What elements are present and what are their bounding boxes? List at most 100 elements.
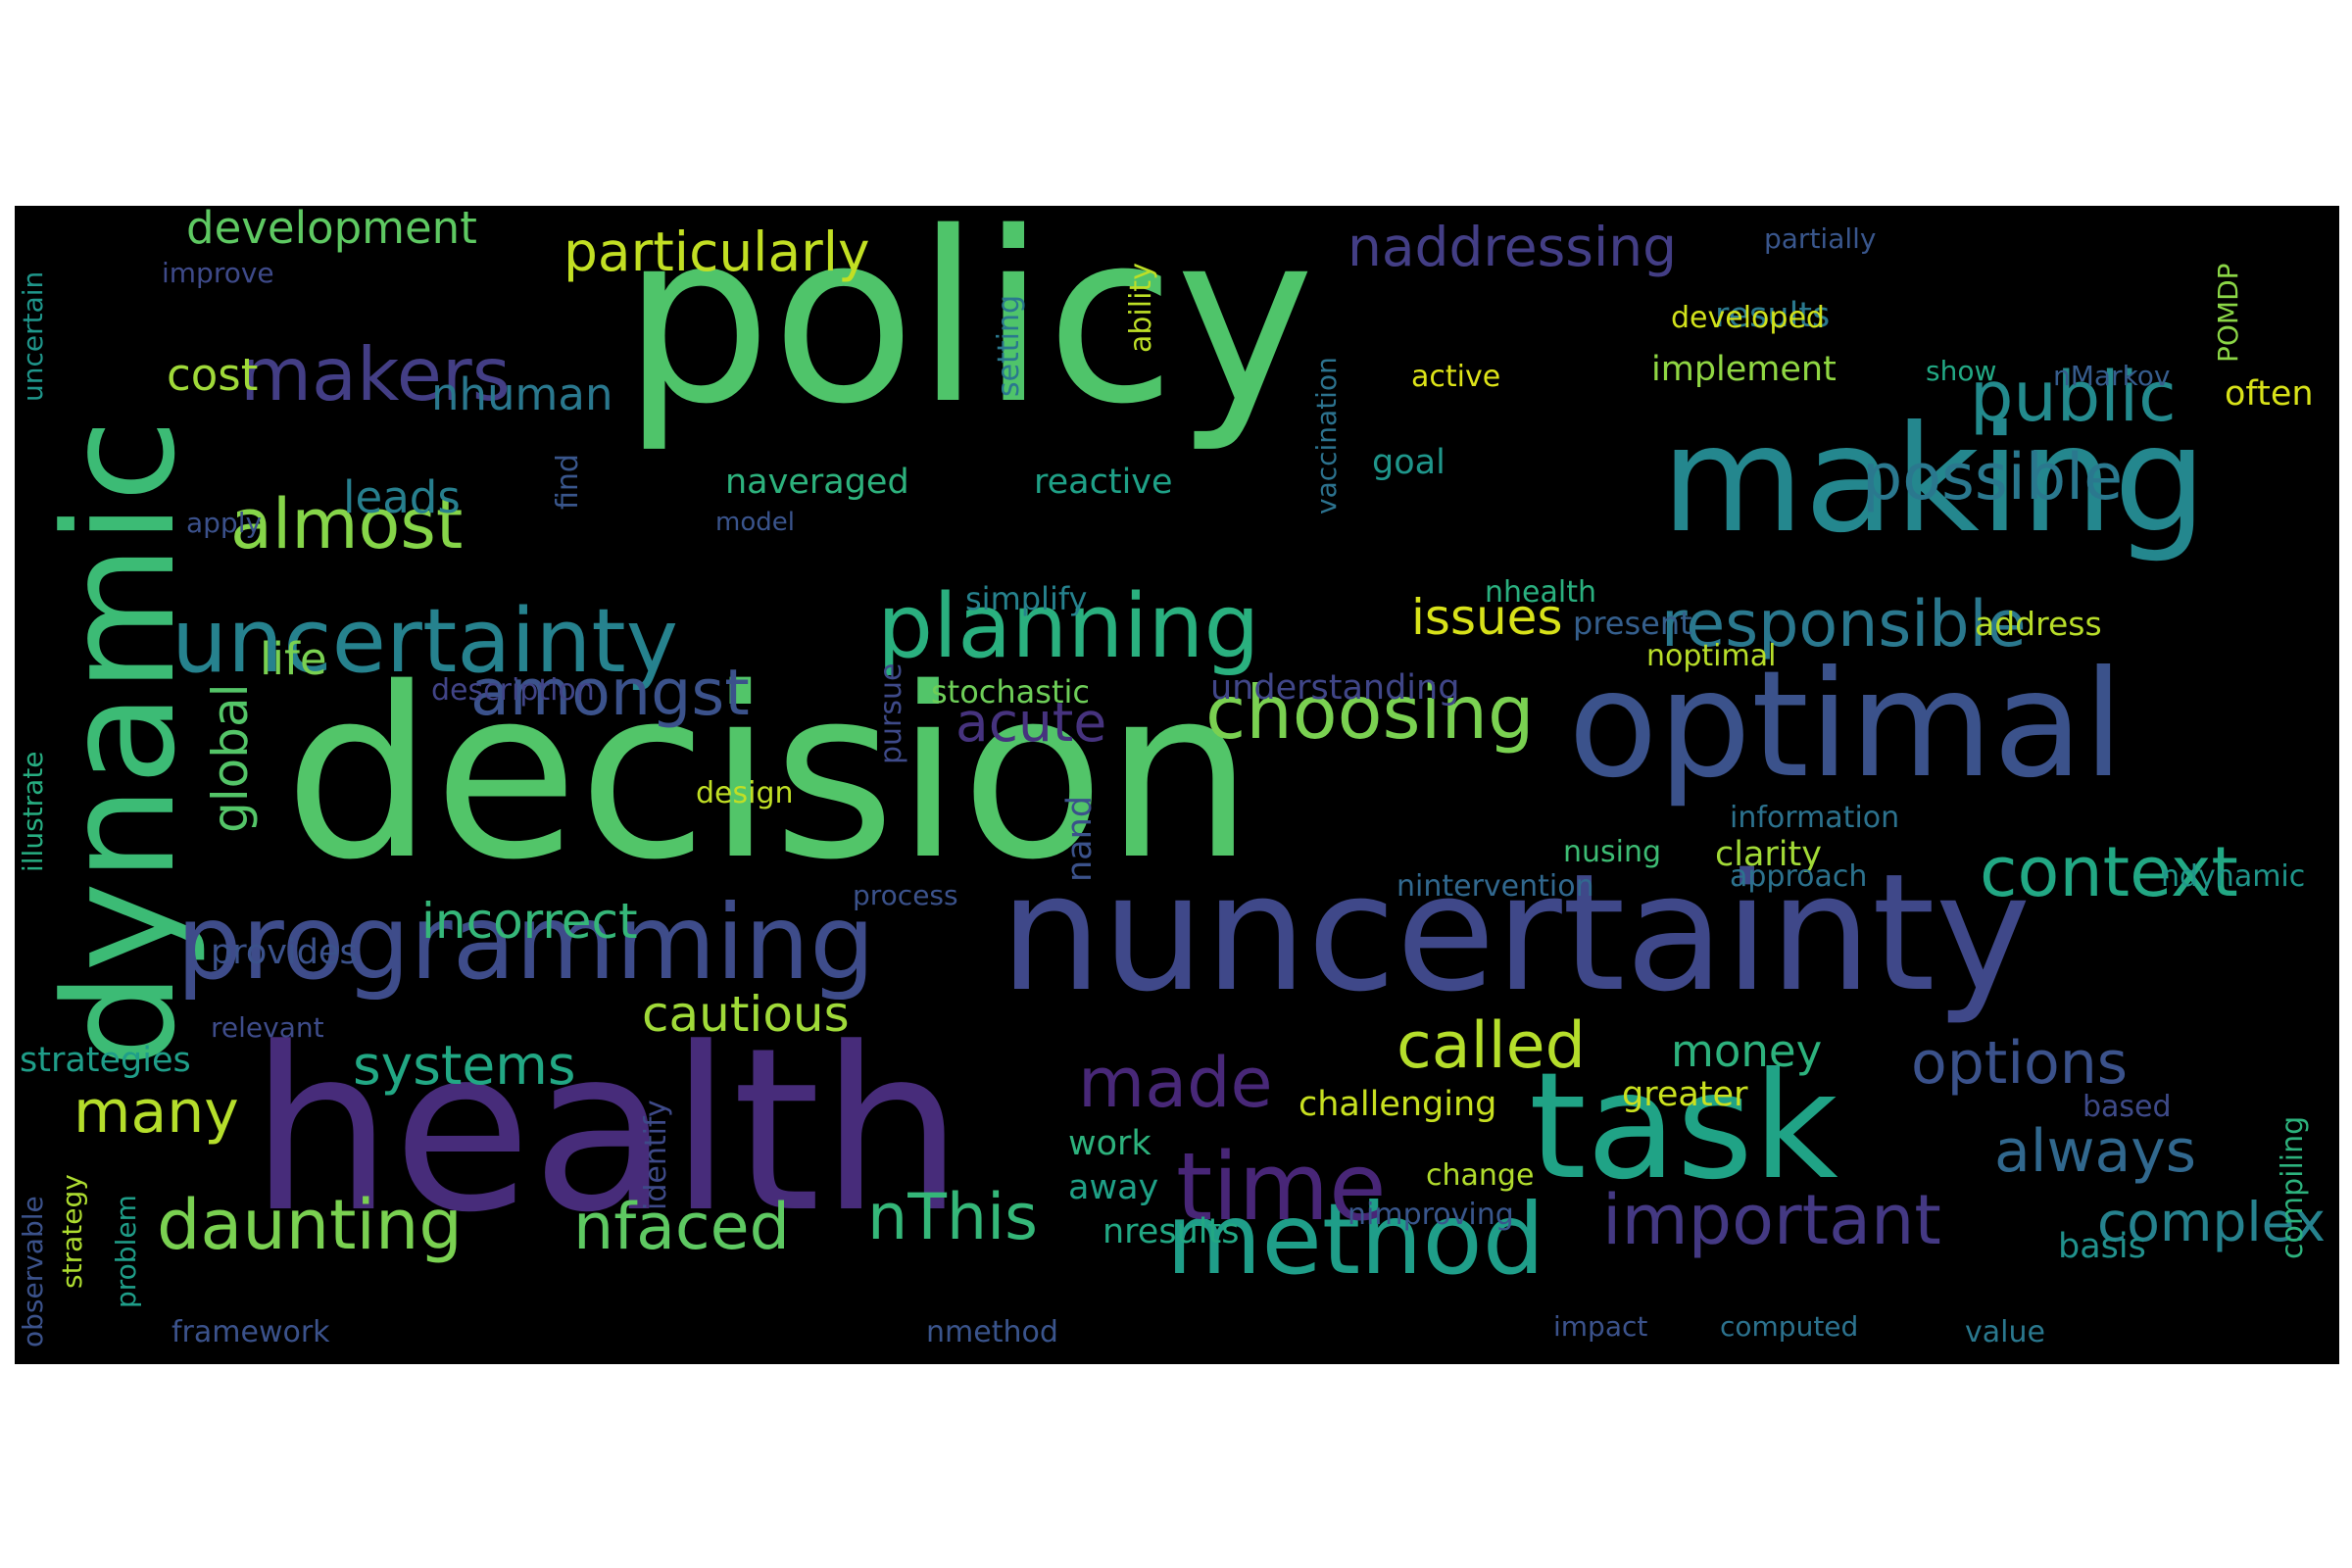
word-greater: greater [1622, 1075, 1748, 1114]
word-approach: approach [1730, 859, 1868, 894]
word-cost: cost [167, 349, 259, 401]
word-naddressing: naddressing [1348, 216, 1677, 278]
word-responsible: responsible [1661, 588, 2027, 662]
word-makers: makers [240, 331, 511, 417]
word-relevant: relevant [211, 1011, 324, 1044]
word-design: design [696, 776, 794, 810]
word-compiling: compiling [2276, 1115, 2310, 1259]
word-choosing: choosing [1205, 669, 1535, 756]
word-always: always [1994, 1117, 2197, 1186]
word-nthis: nThis [867, 1181, 1039, 1254]
word-context: context [1980, 832, 2238, 912]
word-noptimal: noptimal [1646, 639, 1777, 673]
word-method: method [1166, 1182, 1545, 1297]
word-strategy: strategy [56, 1174, 88, 1289]
word-developed: developed [1671, 301, 1825, 335]
word-present: present [1573, 605, 1692, 642]
word-basis: basis [2058, 1227, 2146, 1266]
word-nmethod: nmethod [926, 1315, 1058, 1349]
word-pomdp: POMDP [2212, 263, 2244, 363]
word-options: options [1911, 1029, 2128, 1098]
word-nresults: nresults [1102, 1212, 1240, 1251]
word-important: important [1602, 1180, 1941, 1260]
word-ability: ability [1124, 263, 1158, 353]
word-improve: improve [162, 257, 274, 289]
word-global: global [202, 683, 259, 834]
word-setting: setting [992, 294, 1026, 397]
word-nhuman: nhuman [431, 368, 613, 420]
word-away: away [1068, 1168, 1159, 1207]
word-policy: policy [622, 206, 1315, 456]
word-implement: implement [1651, 350, 1837, 389]
word-systems: systems [353, 1034, 576, 1097]
word-illustrate: illustrate [17, 751, 49, 872]
word-time: time [1176, 1134, 1387, 1242]
word-impact: impact [1553, 1310, 1648, 1343]
word-planning: planning [877, 575, 1260, 678]
word-possible: possible [1862, 441, 2124, 514]
word-nusing: nusing [1563, 835, 1662, 869]
word-naveraged: naveraged [725, 463, 909, 502]
word-challenging: challenging [1298, 1085, 1497, 1124]
word-vaccination: vaccination [1310, 357, 1343, 514]
word-ndynamic: ndynamic [2161, 859, 2306, 894]
word-decision: decision [284, 637, 1254, 911]
word-nintervention: nintervention [1396, 869, 1594, 904]
word-work: work [1068, 1124, 1152, 1163]
word-nfaced: nfaced [573, 1191, 790, 1264]
word-identify: identify [639, 1100, 673, 1210]
word-dynamic: dynamic [31, 418, 209, 1068]
word-making: making [1661, 395, 2207, 565]
word-model: model [715, 508, 795, 537]
word-cautious: cautious [642, 986, 850, 1043]
word-value: value [1965, 1315, 2045, 1349]
word-results: results [1715, 296, 1831, 335]
word-made: made [1078, 1043, 1273, 1123]
word-almost: almost [230, 484, 464, 564]
word-process: process [853, 879, 958, 911]
word-based: based [2082, 1090, 2172, 1124]
word-acute: acute [956, 691, 1107, 754]
word-complex: complex [2097, 1191, 2327, 1253]
word-simplify: simplify [965, 580, 1088, 617]
word-information: information [1730, 801, 1900, 835]
word-show: show [1926, 355, 1997, 387]
word-reactive: reactive [1034, 463, 1173, 502]
word-computed: computed [1720, 1310, 1859, 1343]
word-active: active [1411, 360, 1501, 394]
word-nimproving: nimproving [1348, 1198, 1514, 1232]
word-goal: goal [1372, 443, 1446, 482]
word-development: development [186, 206, 477, 254]
word-nhealth: nhealth [1485, 575, 1596, 610]
word-particularly: particularly [564, 220, 870, 283]
word-clarity: clarity [1715, 835, 1822, 874]
word-issues: issues [1411, 589, 1563, 646]
word-money: money [1671, 1025, 1823, 1077]
word-nmarkov: nMarkov [2053, 360, 2171, 392]
word-description: description [431, 673, 595, 708]
word-uncertainty: uncertainty [172, 590, 678, 693]
word-address: address [1975, 605, 2102, 643]
word-life: life [260, 633, 327, 685]
word-observable: observable [17, 1196, 49, 1348]
word-programming: programming [176, 883, 875, 1003]
word-optimal: optimal [1568, 640, 2125, 810]
word-called: called [1396, 1009, 1586, 1083]
word-stochastic: stochastic [931, 673, 1090, 710]
word-cloud: policy decision health nuncertainty making op… [15, 206, 2339, 1364]
word-often: often [2225, 374, 2314, 414]
word-apply: apply [186, 507, 263, 539]
word-partially: partially [1764, 222, 1877, 255]
word-leads: leads [343, 471, 461, 523]
word-framework: framework [172, 1315, 330, 1349]
word-health: health [250, 1001, 964, 1262]
word-amongst: amongst [470, 657, 750, 730]
word-incorrect: incorrect [421, 893, 638, 950]
word-daunting: daunting [157, 1185, 463, 1265]
word-nand: nand [1060, 795, 1100, 882]
word-public: public [1970, 357, 2177, 437]
word-problem: problem [110, 1195, 142, 1308]
word-understanding: understanding [1210, 668, 1460, 708]
word-provides: provides [211, 933, 358, 972]
word-find: find [551, 454, 585, 510]
